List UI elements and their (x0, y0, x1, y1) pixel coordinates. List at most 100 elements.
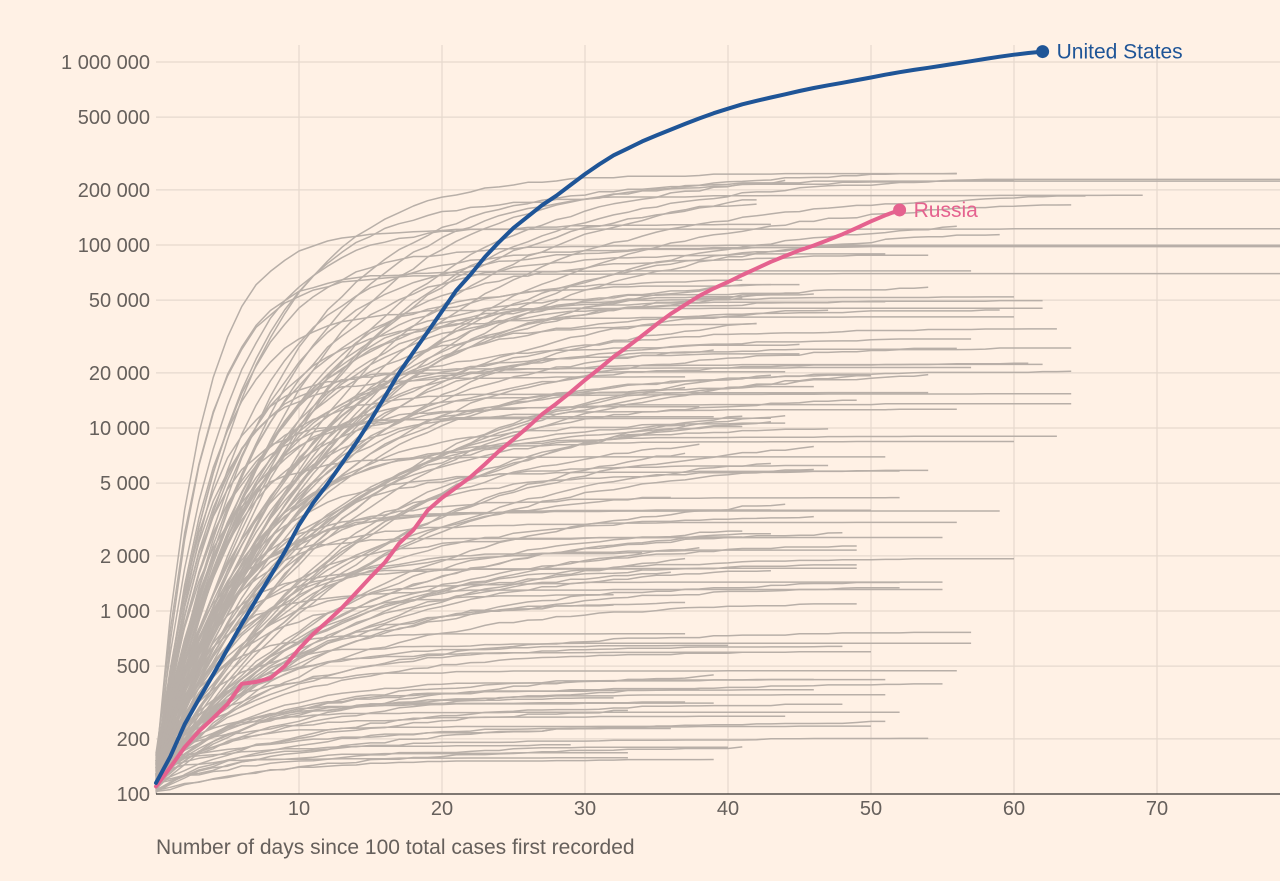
highlighted-series: Russia United States (154, 41, 1183, 789)
y-tick-label: 500 (117, 656, 150, 678)
x-tick-label: 10 (288, 798, 310, 820)
united-states-end-point (1036, 45, 1050, 59)
x-tick-label: 60 (1003, 798, 1025, 820)
y-tick-label: 10 000 (89, 418, 150, 440)
country-line (155, 301, 886, 774)
y-tick-label: 2 000 (100, 546, 150, 568)
country-line (155, 424, 686, 774)
x-tick-label: 30 (574, 798, 596, 820)
country-line (155, 645, 843, 755)
x-tick-label: 70 (1146, 798, 1168, 820)
country-line (155, 376, 686, 765)
country-line (155, 632, 686, 767)
country-line (155, 195, 1086, 794)
country-line (155, 417, 771, 776)
y-tick-label: 100 (117, 784, 150, 806)
country-line (155, 284, 743, 788)
russia-line (154, 208, 902, 789)
country-line (155, 309, 829, 791)
country-line (155, 744, 571, 793)
country-line (155, 703, 843, 784)
y-tick-label: 100 000 (78, 235, 150, 257)
country-line (155, 347, 1072, 758)
x-tick-label: 20 (431, 798, 453, 820)
country-line (155, 194, 1143, 762)
country-line (155, 415, 714, 788)
country-line (155, 547, 700, 775)
country-line (155, 545, 857, 765)
country-line (155, 644, 728, 776)
united-states-line (154, 49, 1045, 785)
country-line (155, 343, 800, 773)
country-line (155, 374, 871, 758)
country-line (155, 757, 628, 772)
country-line (155, 515, 814, 762)
y-tick-label: 20 000 (89, 363, 150, 385)
country-line (155, 651, 743, 761)
country-line (155, 567, 857, 772)
x-axis-title: Number of days since 100 total cases fir… (156, 836, 635, 859)
country-line (155, 651, 871, 766)
country-line (155, 391, 929, 769)
country-line (155, 456, 886, 775)
country-line (155, 180, 1280, 775)
country-line (155, 440, 1014, 769)
country-line (155, 199, 757, 776)
country-line (155, 669, 957, 755)
country-line (155, 244, 1280, 776)
x-tick-label: 40 (717, 798, 739, 820)
country-line (155, 223, 771, 754)
country-line (155, 581, 943, 787)
country-line (155, 322, 757, 775)
y-tick-label: 200 000 (78, 180, 150, 202)
y-tick-label: 1 000 (100, 601, 150, 623)
country-line (155, 564, 857, 778)
country-line (155, 631, 972, 756)
country-line (155, 715, 786, 758)
country-line (155, 683, 943, 768)
country-line (155, 751, 628, 793)
country-line (155, 746, 728, 782)
country-line (155, 452, 686, 788)
country-line (155, 307, 1043, 789)
country-line (155, 204, 1072, 782)
country-line (155, 470, 900, 784)
country-line (155, 178, 1280, 765)
country-line (155, 233, 1000, 764)
country-line (155, 521, 957, 759)
y-tick-label: 500 000 (78, 107, 150, 129)
y-tick-label: 200 (117, 729, 150, 751)
country-line (155, 228, 1280, 765)
x-axis-tick-labels: 10 20 30 40 50 60 70 (288, 798, 1168, 820)
russia-label: Russia (914, 199, 979, 222)
country-line (155, 530, 743, 780)
country-line (155, 309, 1000, 779)
country-line (155, 246, 800, 768)
country-line (155, 353, 800, 782)
country-line (155, 746, 743, 792)
country-line (155, 510, 1000, 782)
country-line (155, 296, 1014, 763)
country-line (155, 727, 671, 761)
country-line (155, 245, 1280, 784)
country-line (155, 687, 700, 773)
country-line (155, 503, 786, 782)
country-line (155, 316, 1014, 763)
country-line (155, 173, 957, 782)
y-tick-label: 50 000 (89, 290, 150, 312)
country-line (155, 496, 671, 757)
country-line (155, 420, 771, 792)
x-tick-label: 50 (860, 798, 882, 820)
country-line (155, 328, 1057, 767)
y-tick-label: 1 000 000 (61, 52, 150, 74)
country-line (155, 408, 957, 777)
country-line (155, 425, 743, 784)
country-line (155, 172, 957, 769)
country-line (155, 469, 929, 759)
country-line (155, 701, 686, 789)
country-line (155, 601, 686, 789)
y-tick-label: 5 000 (100, 473, 150, 495)
country-line (155, 725, 871, 791)
country-line (155, 496, 900, 762)
